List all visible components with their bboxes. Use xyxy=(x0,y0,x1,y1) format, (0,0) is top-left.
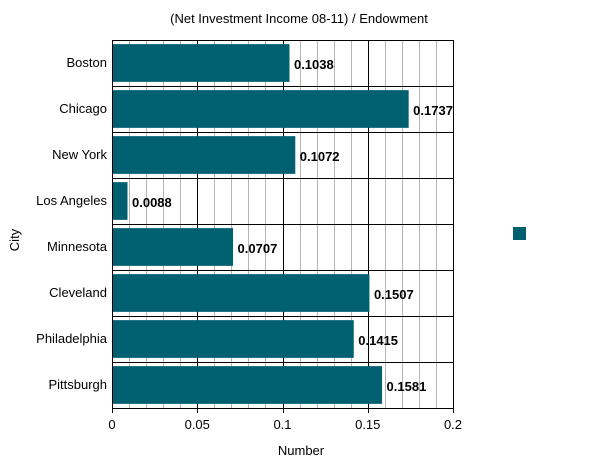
x-tick-label: 0.05 xyxy=(185,417,210,432)
y-tick-label: Los Angeles xyxy=(36,193,107,208)
y-tick-label: Minnesota xyxy=(47,239,108,254)
x-tick-label: 0 xyxy=(108,417,115,432)
data-label: 0.1507 xyxy=(374,287,414,302)
x-tick-label: 0.2 xyxy=(444,417,462,432)
data-label: 0.1415 xyxy=(358,333,398,348)
bar-boston xyxy=(112,44,290,82)
bar-chicago xyxy=(112,90,409,128)
y-tick-label: Chicago xyxy=(59,101,107,116)
bar-minnesota xyxy=(112,228,234,266)
y-axis-label: City xyxy=(7,228,22,251)
data-label: 0.1072 xyxy=(300,149,340,164)
data-label: 0.1581 xyxy=(387,379,427,394)
bar-cleveland xyxy=(112,274,370,312)
labels-layer: Boston 0.1038 Chicago 0.1737 New York 0.1072 L… xyxy=(36,55,462,432)
y-tick-label: Philadelphia xyxy=(36,331,108,346)
legend xyxy=(513,227,526,240)
plot-frame xyxy=(112,40,454,409)
bar-los-angeles xyxy=(112,182,128,220)
bars-layer xyxy=(112,44,409,404)
bar-philadelphia xyxy=(112,320,354,358)
y-tick-label: Boston xyxy=(67,55,107,70)
legend-swatch xyxy=(513,227,526,240)
data-label: 0.0707 xyxy=(238,241,278,256)
bar-new-york xyxy=(112,136,296,174)
chart-title: (Net Investment Income 08-11) / Endowmen… xyxy=(170,11,428,26)
y-tick-label: Cleveland xyxy=(49,285,107,300)
x-tick-label: 0.15 xyxy=(355,417,380,432)
x-axis-label: Number xyxy=(278,443,325,458)
data-label: 0.0088 xyxy=(132,195,172,210)
data-label: 0.1737 xyxy=(413,103,453,118)
x-tick-label: 0.1 xyxy=(273,417,291,432)
y-tick-label: New York xyxy=(52,147,107,162)
y-tick-label: Pittsburgh xyxy=(48,377,107,392)
data-label: 0.1038 xyxy=(294,57,334,72)
bar-pittsburgh xyxy=(112,366,383,404)
